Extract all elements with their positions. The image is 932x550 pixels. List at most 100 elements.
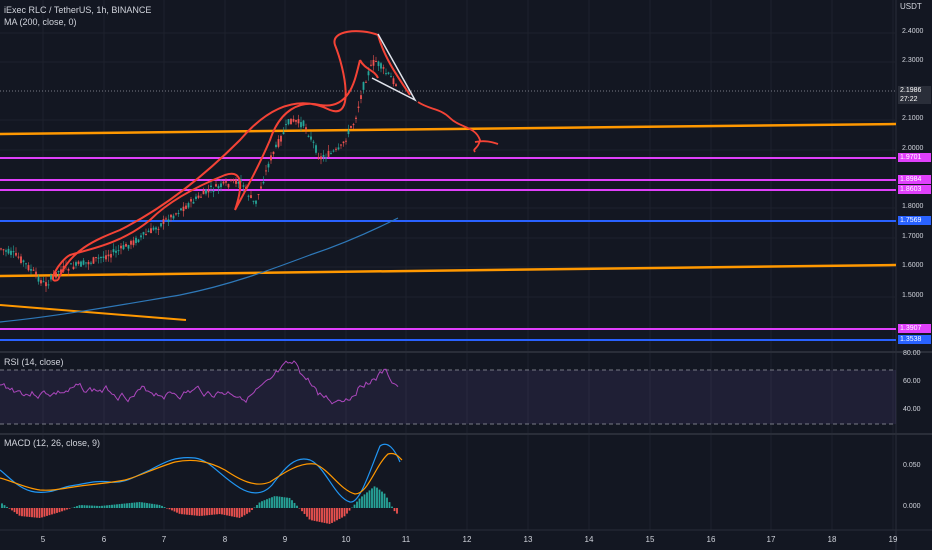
candle-body <box>362 82 365 90</box>
price-tag: 1.3538 <box>898 335 931 344</box>
macd-histogram-bar <box>293 502 296 508</box>
rsi-legend[interactable]: RSI (14, close) <box>4 357 64 367</box>
price-tag-value: 1.8984 <box>900 176 922 183</box>
macd-histogram-bar <box>168 508 171 510</box>
price-tag-value: 1.8603 <box>900 186 922 193</box>
candle-body <box>275 144 277 148</box>
macd-histogram-bar <box>336 508 338 521</box>
candle-body <box>110 253 112 258</box>
macd-histogram-bar <box>291 500 293 508</box>
macd-legend[interactable]: MACD (12, 26, close, 9) <box>4 438 101 448</box>
time-tick-label: 9 <box>282 535 288 544</box>
candle-body <box>30 269 32 271</box>
time-tick-label: 19 <box>888 535 898 544</box>
macd-histogram-bar <box>366 492 368 508</box>
macd-histogram-bar <box>301 508 303 512</box>
candle-body <box>380 63 382 69</box>
macd-histogram-bar <box>348 508 351 511</box>
macd-histogram-bar <box>246 508 248 514</box>
macd-histogram-bar <box>386 497 388 508</box>
freehand-drawing-wave[interactable] <box>51 30 411 282</box>
candle-body <box>132 240 135 246</box>
trendline-short[interactable] <box>0 304 187 321</box>
candle-body <box>27 265 30 271</box>
candle-body <box>242 185 245 187</box>
price-tick-label: 2.1000 <box>902 115 924 122</box>
rsi-tick-label: 40.00 <box>903 406 921 413</box>
macd-histogram-bar <box>186 508 188 515</box>
candle-body <box>232 179 235 181</box>
macd-histogram-bar <box>286 497 288 508</box>
price-tick-label: 2.3000 <box>902 57 924 64</box>
macd-histogram-bar <box>8 508 11 509</box>
macd-histogram-bar <box>96 505 98 508</box>
price-tag-value: 1.9701 <box>900 154 922 161</box>
candle-body <box>75 262 77 266</box>
candle-body <box>172 215 175 219</box>
candle-body <box>55 272 57 278</box>
macd-histogram-bar <box>101 505 103 508</box>
trendline-upper[interactable] <box>0 122 897 136</box>
price-tag: 1.8603 <box>898 185 931 194</box>
macd-histogram-bar <box>341 508 343 518</box>
candle-body <box>152 227 155 230</box>
candle-body <box>395 84 397 86</box>
candle-body <box>265 170 267 172</box>
candle-body <box>122 245 125 250</box>
candle-body <box>140 235 142 238</box>
macd-histogram-bar <box>243 508 246 516</box>
candle-body <box>347 130 350 135</box>
macd-histogram-bar <box>263 500 266 508</box>
candle-body <box>12 251 15 253</box>
macd-histogram-bar <box>371 488 373 508</box>
candle-body <box>342 141 345 144</box>
macd-histogram-bar <box>38 508 41 518</box>
time-tick-label: 8 <box>222 535 228 544</box>
candle-body <box>377 61 380 67</box>
freehand-drawing-projection[interactable] <box>417 101 499 153</box>
candle-body <box>125 244 127 247</box>
macd-histogram-bar <box>58 508 61 513</box>
macd-histogram-bar <box>303 508 306 514</box>
time-tick-label: 11 <box>401 535 411 544</box>
candle-body <box>145 234 147 236</box>
candle-body <box>322 154 325 158</box>
macd-histogram-bar <box>278 496 281 508</box>
ma-legend[interactable]: MA (200, close, 0) <box>4 17 77 27</box>
candle-body <box>217 186 220 189</box>
candle-body <box>92 257 95 264</box>
candle-body <box>97 257 100 259</box>
macd-histogram-bar <box>203 508 206 516</box>
currency-label: USDT <box>900 2 922 11</box>
macd-histogram-bar <box>26 508 28 517</box>
candle-body <box>285 124 287 126</box>
trendline-lower[interactable] <box>0 263 897 278</box>
macd-histogram-bar <box>191 508 193 516</box>
candle-body <box>130 240 132 245</box>
candle-body <box>112 249 115 253</box>
macd-histogram-bar <box>261 501 263 508</box>
macd-histogram-bar <box>318 508 321 522</box>
symbol-title[interactable]: iExec RLC / TetherUS, 1h, BINANCE <box>4 5 152 15</box>
price-tag-countdown: 27:22 <box>900 96 918 103</box>
macd-histogram-bar <box>166 508 168 509</box>
time-tick-label: 6 <box>101 535 107 544</box>
candle-body <box>165 218 167 220</box>
macd-histogram-bar <box>171 508 173 511</box>
price-tag: 1.3907 <box>898 324 931 333</box>
macd-histogram-bar <box>73 506 76 508</box>
candle-body <box>150 228 152 234</box>
macd-histogram-bar <box>36 508 38 518</box>
macd-histogram-bar <box>233 508 236 517</box>
candle-body <box>257 194 260 196</box>
macd-histogram-bar <box>288 497 291 508</box>
candle-body <box>390 76 392 78</box>
macd-histogram-bar <box>276 496 278 508</box>
macd-histogram-bar <box>123 503 126 508</box>
macd-histogram-bar <box>381 491 383 508</box>
macd-histogram-bar <box>323 508 326 523</box>
wedge-drawing[interactable] <box>371 33 417 102</box>
candle-body <box>160 223 162 227</box>
